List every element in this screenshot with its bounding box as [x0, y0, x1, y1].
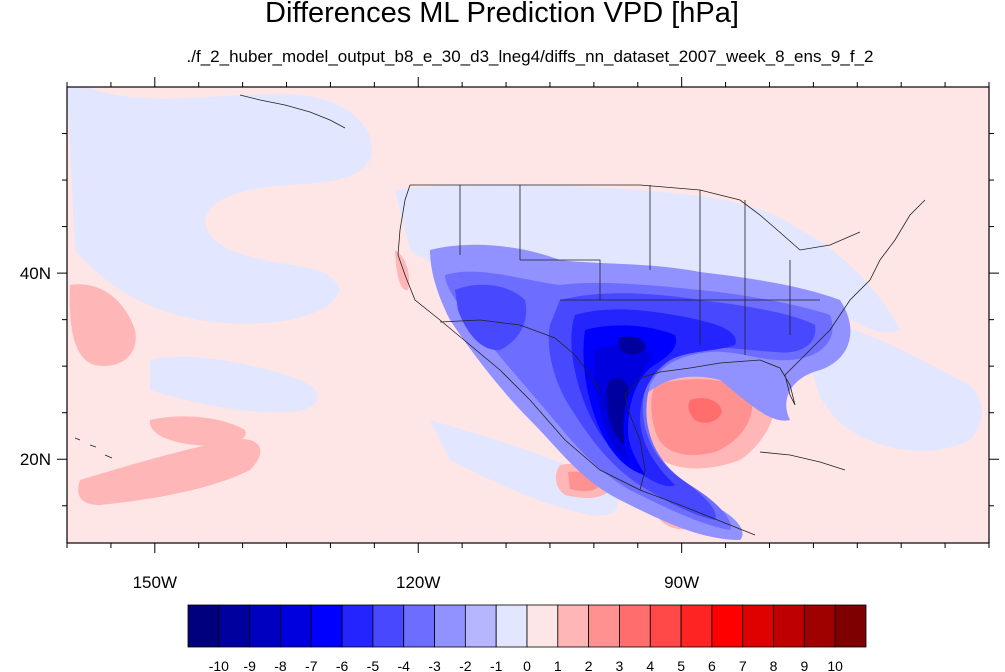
colorbar-swatch: [280, 604, 312, 648]
colorbar-label: -6: [336, 658, 349, 672]
colorbar-label: 10: [827, 658, 843, 672]
colorbar-swatch: [341, 604, 374, 648]
hawaii-positive-region: [149, 416, 246, 446]
colorbar-label: 8: [770, 658, 778, 672]
colorbar-label: -8: [274, 658, 287, 672]
colorbar-swatch: [742, 604, 774, 648]
north-america-negative-region: [395, 184, 900, 333]
colorbar-label: -2: [459, 658, 472, 672]
level-minus8-regions: [606, 336, 646, 445]
alaska-coastline: [239, 94, 346, 129]
arizona-negative-region: [455, 284, 527, 351]
gulf-core-positive-region: [688, 398, 722, 423]
level-plus3-regions: [688, 398, 722, 423]
colorbar-swatch: [619, 604, 651, 648]
colorbar-label: -4: [398, 658, 411, 672]
colorbar-swatch: [434, 604, 466, 648]
colorbar-swatch: [711, 604, 744, 648]
map-frame: [66, 86, 990, 544]
cuba-coastline: [759, 451, 846, 471]
colorbar-swatch: [218, 604, 251, 648]
colorbar-label: 4: [646, 658, 654, 672]
subtropical-pacific-positive-region: [78, 439, 261, 505]
colorbar-label: -7: [305, 658, 318, 672]
colorbar-swatch: [557, 604, 590, 648]
colorbar-label: 0: [523, 658, 531, 672]
california-positive-region: [395, 250, 410, 291]
colorbar-label: -10: [209, 658, 229, 672]
colorbar-swatch: [803, 604, 836, 648]
y-tick-label: 20N: [20, 450, 51, 469]
colorbar-swatch: [680, 604, 713, 648]
us-mexico-border: [439, 319, 601, 393]
colorbar-label: -1: [490, 658, 503, 672]
colorbar-swatch: [834, 604, 867, 648]
colorbar-swatch: [773, 604, 805, 648]
colorbar-swatch: [187, 604, 220, 648]
map-plot-area: [67, 87, 989, 543]
colorbar-label: 1: [554, 658, 562, 672]
north-pacific-negative-region: [67, 87, 372, 324]
coastlines-and-borders: [74, 94, 926, 536]
colorbar-swatch: [464, 604, 497, 648]
colorbar: [187, 604, 867, 648]
chart-subtitle: ./f_2_huber_model_output_b8_e_30_d3_lneg…: [187, 47, 874, 66]
east-pacific-positive-region: [69, 284, 136, 366]
west-atlantic-negative-region: [811, 320, 982, 451]
colorbar-labels: -10 -9 -8 -7 -6 -5 -4 -3 -2 -1 0 1 2 3 4 5 6 7 8 9 10: [209, 658, 843, 672]
colorbar-label: -3: [428, 658, 441, 672]
state-borders: [459, 185, 820, 355]
colorbar-swatch: [249, 604, 281, 648]
colorbar-label: -5: [367, 658, 380, 672]
colorbar-swatch: [403, 604, 435, 648]
colorbar-label: -9: [243, 658, 256, 672]
y-tick-label: 40N: [20, 264, 51, 283]
north-america-coastline: [397, 184, 926, 536]
chart-title: Differences ML Prediction VPD [hPa]: [265, 0, 739, 29]
colorbar-swatch: [495, 604, 528, 648]
colorbar-label: 6: [708, 658, 716, 672]
colorbar-swatch: [588, 604, 620, 648]
central-texas-core-negative-region: [618, 336, 646, 355]
mexico-core-negative-region: [606, 378, 629, 445]
x-tick-label: 120W: [396, 573, 440, 592]
axis-ticks: [57, 77, 999, 553]
colorbar-label: 9: [800, 658, 808, 672]
colorbar-label: 3: [616, 658, 624, 672]
x-tick-label: 90W: [664, 573, 699, 592]
colorbar-label: 7: [739, 658, 747, 672]
colorbar-swatch: [372, 604, 405, 648]
hawaii-islands: [74, 437, 113, 459]
central-pacific-negative-region: [150, 356, 319, 413]
colorbar-swatch: [526, 604, 559, 648]
canada-us-border: [410, 184, 861, 251]
colorbar-label: 2: [585, 658, 593, 672]
x-tick-label: 150W: [133, 573, 177, 592]
colorbar-label: 5: [677, 658, 685, 672]
axis-tick-labels: 150W 120W 90W 40N 20N: [20, 264, 699, 592]
colorbar-swatch: [649, 604, 682, 648]
colorbar-swatch: [310, 604, 343, 648]
